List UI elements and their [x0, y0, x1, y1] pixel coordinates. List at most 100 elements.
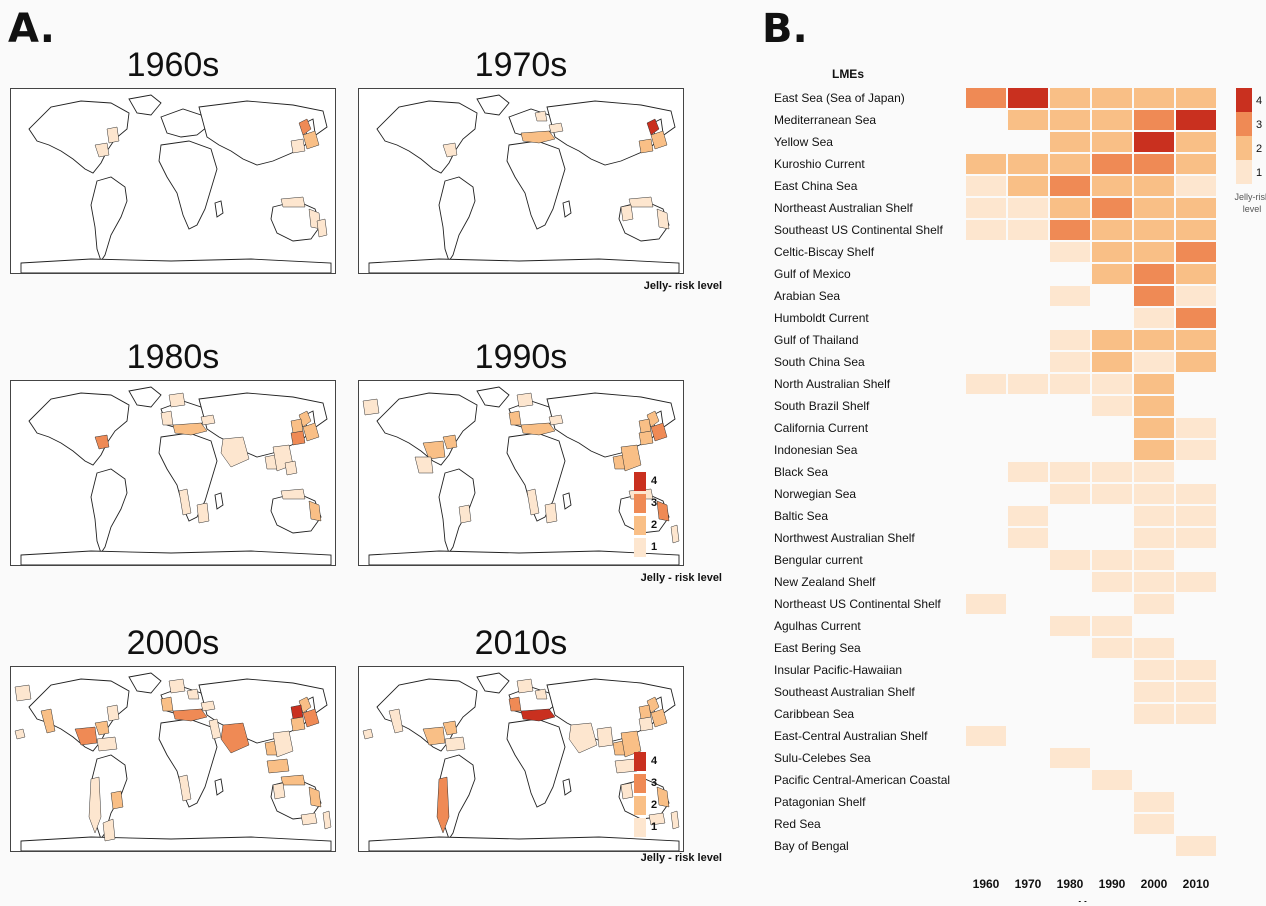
lme-region — [94, 142, 110, 158]
heatmap-cell — [1176, 484, 1216, 504]
world-map-svg — [20, 94, 332, 273]
heatmap-cell — [1176, 682, 1216, 702]
lme-region — [534, 110, 548, 122]
heatmap-cell — [1092, 484, 1132, 504]
lme-region — [40, 708, 56, 734]
heatmap-cell — [1134, 308, 1174, 328]
continent-madagascar — [214, 492, 224, 510]
heatmap-cell — [1176, 528, 1216, 548]
row-label: East Sea (Sea of Japan) — [774, 91, 905, 105]
row-label: East Bering Sea — [774, 641, 861, 655]
heatmap-cell — [1008, 462, 1048, 482]
row-label: Black Sea — [774, 465, 828, 479]
row-label: Gulf of Mexico — [774, 267, 851, 281]
heatmap-cell — [1134, 594, 1174, 614]
heatmap-cell — [1092, 264, 1132, 284]
continent-northAmerica — [376, 100, 478, 174]
heatmap-cell — [1050, 462, 1090, 482]
continent-africa — [506, 140, 566, 230]
lme-region — [308, 500, 322, 522]
row-label: Baltic Sea — [774, 509, 828, 523]
heatmap-cell — [1008, 110, 1048, 130]
column-label: 1960 — [973, 877, 1000, 891]
lme-region — [650, 130, 668, 150]
lme-region — [520, 708, 556, 722]
column-label: 2010 — [1183, 877, 1210, 891]
heatmap-cell — [1134, 88, 1174, 108]
lme-region — [302, 130, 320, 150]
continent-africa — [158, 140, 218, 230]
heatmap-cell — [1134, 638, 1174, 658]
lme-region — [656, 786, 670, 808]
continent-europe — [160, 108, 208, 138]
lme-region — [110, 790, 124, 810]
row-label: Celtic-Biscay Shelf — [774, 245, 875, 259]
world-map — [358, 380, 684, 566]
map-1970s: 1970s — [358, 46, 684, 274]
legend-swatch — [634, 818, 646, 837]
heatmap-cell — [1092, 462, 1132, 482]
lme-region — [290, 704, 304, 720]
heatmap-cell — [1092, 330, 1132, 350]
panel-b-label: B. — [762, 6, 808, 52]
heatmap-cell — [1092, 638, 1132, 658]
row-label: California Current — [774, 421, 869, 435]
map-2000s: 2000s — [10, 624, 336, 852]
lme-region — [620, 204, 634, 222]
continent-antarctica — [20, 836, 332, 851]
heatmap-cell — [1134, 220, 1174, 240]
heatmap-cell — [1050, 220, 1090, 240]
heatmap-cell — [1176, 440, 1216, 460]
lme-region — [638, 704, 652, 720]
lme-region — [422, 440, 446, 460]
lme-region — [646, 118, 660, 136]
lme-region — [414, 456, 434, 474]
heatmap-cell — [1008, 528, 1048, 548]
row-label: Indonesian Sea — [774, 443, 858, 457]
continent-northAmerica — [28, 392, 130, 466]
legend-swatch — [634, 494, 646, 513]
lme-region — [444, 736, 466, 752]
heatmap-legend-title: Jelly-risk — [1235, 192, 1266, 202]
heatmap-legend-swatch — [1236, 112, 1252, 136]
heatmap-cell — [1008, 220, 1048, 240]
heatmap-cell — [1176, 330, 1216, 350]
row-label: Southeast US Continental Shelf — [774, 223, 943, 237]
map-1990s: 1990s — [358, 338, 684, 566]
map-1980s: 1980s — [10, 338, 336, 566]
continent-africa — [506, 432, 566, 522]
map-1960s: 1960s — [10, 46, 336, 274]
lme-region — [656, 500, 670, 522]
continent-greenland — [476, 94, 510, 116]
legend-tick: 2 — [651, 519, 658, 531]
legend-title: Jelly- risk level — [643, 280, 722, 292]
lme-region — [544, 502, 558, 524]
column-label: 2000 — [1141, 877, 1168, 891]
heatmap-cell — [1092, 88, 1132, 108]
legend-tick: 2 — [651, 799, 658, 811]
row-label: New Zealand Shelf — [774, 575, 876, 589]
row-label: Bay of Bengal — [774, 839, 849, 853]
lme-region — [388, 708, 404, 734]
lme-region — [290, 418, 304, 434]
lme-region — [280, 774, 306, 786]
heatmap-cell — [1134, 242, 1174, 262]
continent-antarctica — [20, 550, 332, 565]
heatmap-cell — [1092, 220, 1132, 240]
world-map — [10, 666, 336, 852]
lme-region — [280, 196, 306, 208]
heatmap-cell — [1176, 836, 1216, 856]
heatmap-cell — [1050, 242, 1090, 262]
heatmap-cell — [1092, 110, 1132, 130]
heatmap-cell — [1134, 660, 1174, 680]
lme-region — [172, 422, 208, 436]
continent-southAmerica — [90, 468, 128, 555]
heatmap-cell — [1008, 88, 1048, 108]
continent-greenland — [476, 672, 510, 694]
heatmap-cell — [1008, 374, 1048, 394]
heatmap-cell — [1176, 110, 1216, 130]
world-map-svg — [362, 386, 680, 565]
heatmap-cell — [1134, 330, 1174, 350]
row-label: South Brazil Shelf — [774, 399, 870, 413]
row-label: Kuroshio Current — [774, 157, 865, 171]
